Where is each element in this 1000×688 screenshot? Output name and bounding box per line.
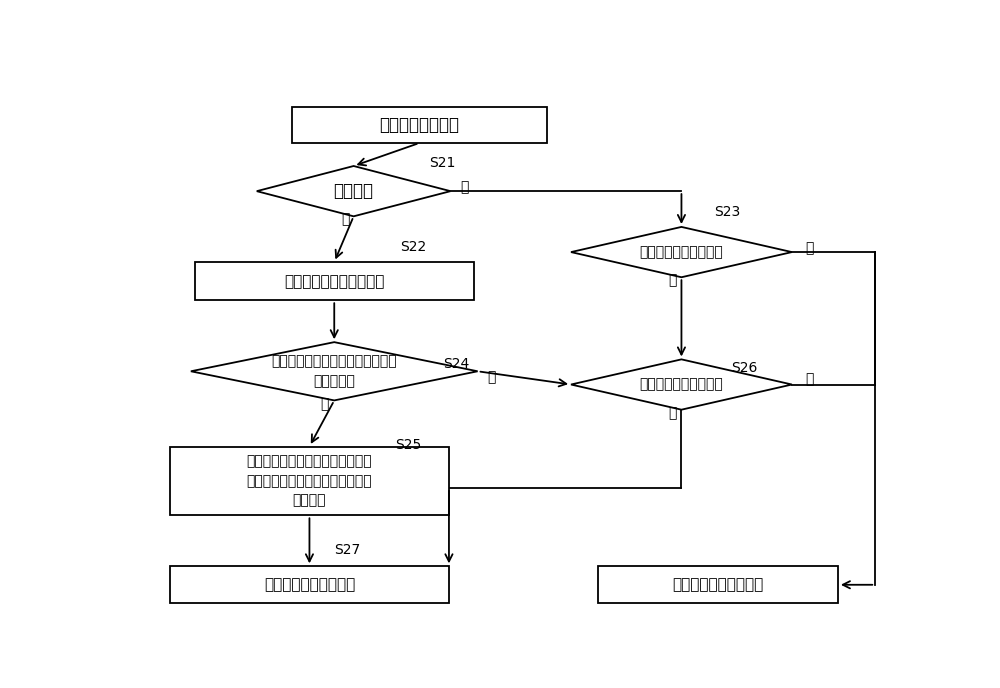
Text: 否: 否 (460, 180, 468, 195)
Text: 结束正在执行的测试用例: 结束正在执行的测试用例 (284, 274, 384, 289)
Text: 是: 是 (342, 212, 350, 226)
Text: 测试异常: 测试异常 (334, 182, 374, 200)
Text: 一次测试任务执行结束: 一次测试任务执行结束 (672, 577, 764, 592)
Text: 否: 否 (805, 372, 814, 386)
FancyBboxPatch shape (292, 107, 547, 143)
Text: 是: 是 (321, 398, 329, 411)
FancyBboxPatch shape (598, 566, 838, 603)
FancyBboxPatch shape (170, 566, 449, 603)
Text: 否: 否 (488, 371, 496, 385)
Polygon shape (571, 359, 792, 409)
Polygon shape (257, 166, 450, 216)
Text: S21: S21 (429, 156, 455, 170)
Text: 当前测试用例执行完成: 当前测试用例执行完成 (640, 245, 723, 259)
FancyBboxPatch shape (170, 447, 449, 515)
FancyBboxPatch shape (195, 262, 474, 300)
Text: 还有未执行的测试用例: 还有未执行的测试用例 (640, 378, 723, 391)
Text: S23: S23 (714, 205, 740, 219)
Text: S25: S25 (395, 438, 421, 453)
Text: S26: S26 (731, 361, 757, 374)
Polygon shape (571, 227, 792, 277)
Text: S22: S22 (400, 240, 426, 254)
Text: 否: 否 (805, 241, 814, 255)
Text: 保存测试任务的执行进度；重新启
动测试服务器和测试设备中的至少
一个设备: 保存测试任务的执行进度；重新启 动测试服务器和测试设备中的至少 一个设备 (247, 455, 372, 508)
Text: S24: S24 (443, 357, 469, 372)
Text: 开始执行测试任务: 开始执行测试任务 (380, 116, 460, 134)
Polygon shape (191, 342, 478, 400)
Text: 预设数量的测试用例执行时均检测
到测试异常: 预设数量的测试用例执行时均检测 到测试异常 (271, 354, 397, 388)
Text: 是: 是 (668, 273, 676, 287)
Text: 是: 是 (668, 407, 676, 420)
Text: 继续执行另一测试用例: 继续执行另一测试用例 (264, 577, 355, 592)
Text: S27: S27 (334, 543, 360, 557)
